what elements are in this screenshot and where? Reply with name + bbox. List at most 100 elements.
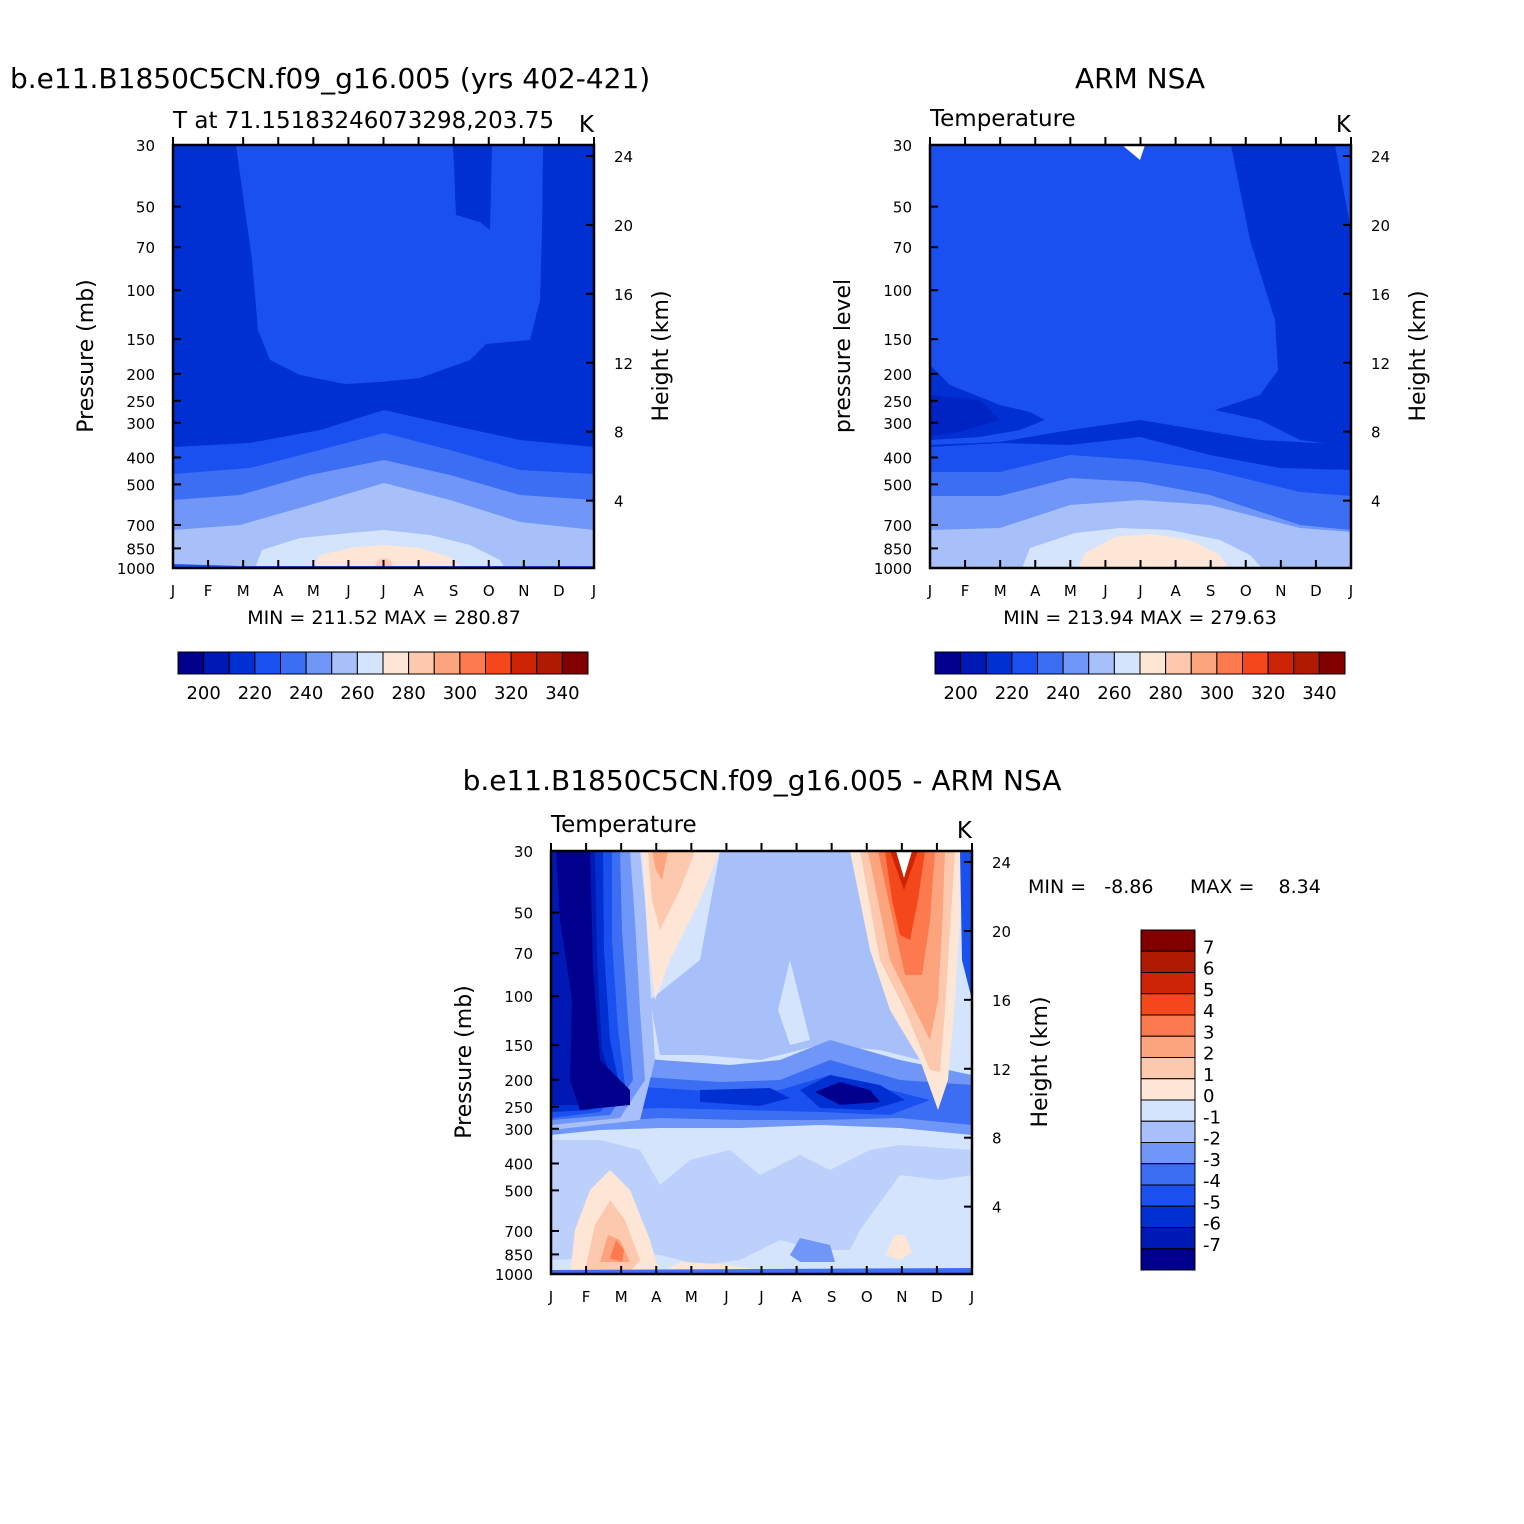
colorbar-box: [433, 651, 461, 675]
x-tick-label: J: [170, 582, 175, 600]
colorbar-box: [1140, 1248, 1196, 1271]
panel-diff-title: b.e11.B1850C5CN.f09_g16.005 - ARM NSA: [463, 764, 1062, 797]
x-tick-label: J: [1102, 582, 1107, 600]
y2-tick-label: 20: [614, 217, 633, 235]
colorbar-box: [485, 651, 512, 675]
panel-diff: b.e11.B1850C5CN.f09_g16.005 - ARM NSA Te…: [452, 764, 1321, 1306]
y-tick-label: 250: [883, 393, 912, 411]
y-tick-label: 200: [126, 366, 155, 384]
colorbar-label: 200: [943, 683, 977, 704]
y-tick-label: 150: [126, 331, 155, 349]
y-tick-label: 200: [504, 1072, 533, 1090]
x-tick-label: S: [827, 1288, 837, 1306]
y-tick-label: 500: [504, 1182, 533, 1200]
colorbar-box: [177, 651, 205, 675]
colorbar-box: [1140, 1014, 1196, 1037]
contour-fill: [312, 545, 462, 568]
contour-fill: [610, 1240, 624, 1262]
y2-tick-label: 8: [614, 424, 624, 442]
panel-obs-y-label: pressure level: [831, 279, 856, 433]
panel-diff-y2-label: Height (km): [1028, 996, 1053, 1127]
x-tick-label: J: [1137, 582, 1142, 600]
x-tick-label: J: [723, 1288, 728, 1306]
contour-fill: [556, 851, 630, 1110]
contour-fill: [652, 851, 668, 880]
x-tick-label: N: [1275, 582, 1286, 600]
panel-diff-stats-max: MAX = 8.34: [1190, 876, 1321, 898]
x-tick-label: A: [651, 1288, 662, 1306]
colorbar-label: 280: [1148, 683, 1182, 704]
x-tick-label: D: [553, 582, 565, 600]
y-tick-label: 50: [136, 199, 155, 217]
panel-model-colorbar: 200 220 240 260 280 300 320 340: [177, 651, 589, 704]
contour-fill: [960, 851, 972, 1000]
y-tick-label: 50: [514, 905, 533, 923]
panel-obs-units: K: [1336, 112, 1352, 138]
colorbar-label: 3: [1203, 1022, 1214, 1043]
y2-tick-label: 12: [1371, 355, 1390, 373]
colorbar-label: -6: [1203, 1214, 1221, 1235]
colorbar-box: [960, 651, 987, 675]
y-tick-label: 400: [126, 449, 155, 467]
panel-obs-field-label: Temperature: [929, 106, 1076, 132]
x-tick-label: A: [1170, 582, 1181, 600]
colorbar-box: [305, 651, 333, 675]
panel-obs-axes: J F M A M J J A S O N D J 30 50 70 100 150 200 250 300 400 500…: [874, 137, 1390, 600]
colorbar-box: [1242, 651, 1269, 675]
y-tick-label: 70: [514, 945, 533, 963]
colorbar-box: [1140, 1184, 1196, 1207]
x-tick-label: M: [1064, 582, 1077, 600]
y-tick-label: 250: [504, 1099, 533, 1117]
y-tick-label: 500: [126, 476, 155, 494]
panel-obs-title: ARM NSA: [1075, 62, 1205, 95]
y-tick-label: 70: [136, 239, 155, 257]
y2-tick-label: 12: [992, 1061, 1011, 1079]
y2-tick-label: 24: [614, 148, 633, 166]
y2-tick-label: 20: [1371, 217, 1390, 235]
colorbar-label: 320: [494, 683, 528, 704]
x-tick-label: J: [927, 582, 932, 600]
x-tick-label: A: [791, 1288, 802, 1306]
colorbar-label: 240: [289, 683, 323, 704]
x-tick-label: M: [994, 582, 1007, 600]
y-tick-label: 100: [504, 988, 533, 1006]
colorbar-label: 300: [443, 683, 477, 704]
y2-tick-label: 24: [992, 854, 1011, 872]
colorbar-box: [1140, 1227, 1196, 1250]
panel-model-units: K: [579, 112, 595, 138]
colorbar-box: [1037, 651, 1064, 675]
contour-fill: [778, 960, 810, 1045]
x-tick-label: F: [582, 1288, 591, 1306]
colorbar-box: [1140, 1205, 1196, 1228]
panel-diff-field-label: Temperature: [550, 812, 697, 838]
panel-obs-colorbar: 200 220 240 260 280 300 320 340: [934, 651, 1346, 704]
contour-fill: [1078, 534, 1228, 568]
colorbar-box: [408, 651, 435, 675]
colorbar-label: 260: [340, 683, 374, 704]
x-tick-label: J: [758, 1288, 763, 1306]
colorbar-label: 340: [1302, 683, 1336, 704]
colorbar-label: 200: [186, 683, 220, 704]
panel-model-y-label: Pressure (mb): [74, 279, 99, 433]
y-tick-label: 700: [883, 517, 912, 535]
y-tick-label: 100: [883, 282, 912, 300]
panel-diff-contours: [551, 851, 972, 1274]
colorbar-label: -1: [1203, 1107, 1221, 1128]
y-tick-label: 50: [893, 199, 912, 217]
panel-diff-stats-min: MIN = -8.86: [1028, 876, 1153, 898]
x-tick-label: O: [1240, 582, 1252, 600]
y-tick-label: 400: [883, 449, 912, 467]
colorbar-box: [382, 651, 410, 675]
panel-obs-contours: [930, 145, 1351, 568]
colorbar-label: 300: [1200, 683, 1234, 704]
colorbar-label: 1: [1203, 1065, 1214, 1086]
x-tick-label: J: [345, 582, 350, 600]
colorbar-label: -2: [1203, 1129, 1221, 1150]
colorbar-box: [1190, 651, 1218, 675]
colorbar-label: 320: [1251, 683, 1285, 704]
panel-model: b.e11.B1850C5CN.f09_g16.005 (yrs 402-421…: [10, 62, 674, 704]
colorbar-box: [254, 651, 281, 675]
y-tick-label: 1000: [117, 560, 155, 578]
colorbar-label: 5: [1203, 980, 1214, 1001]
